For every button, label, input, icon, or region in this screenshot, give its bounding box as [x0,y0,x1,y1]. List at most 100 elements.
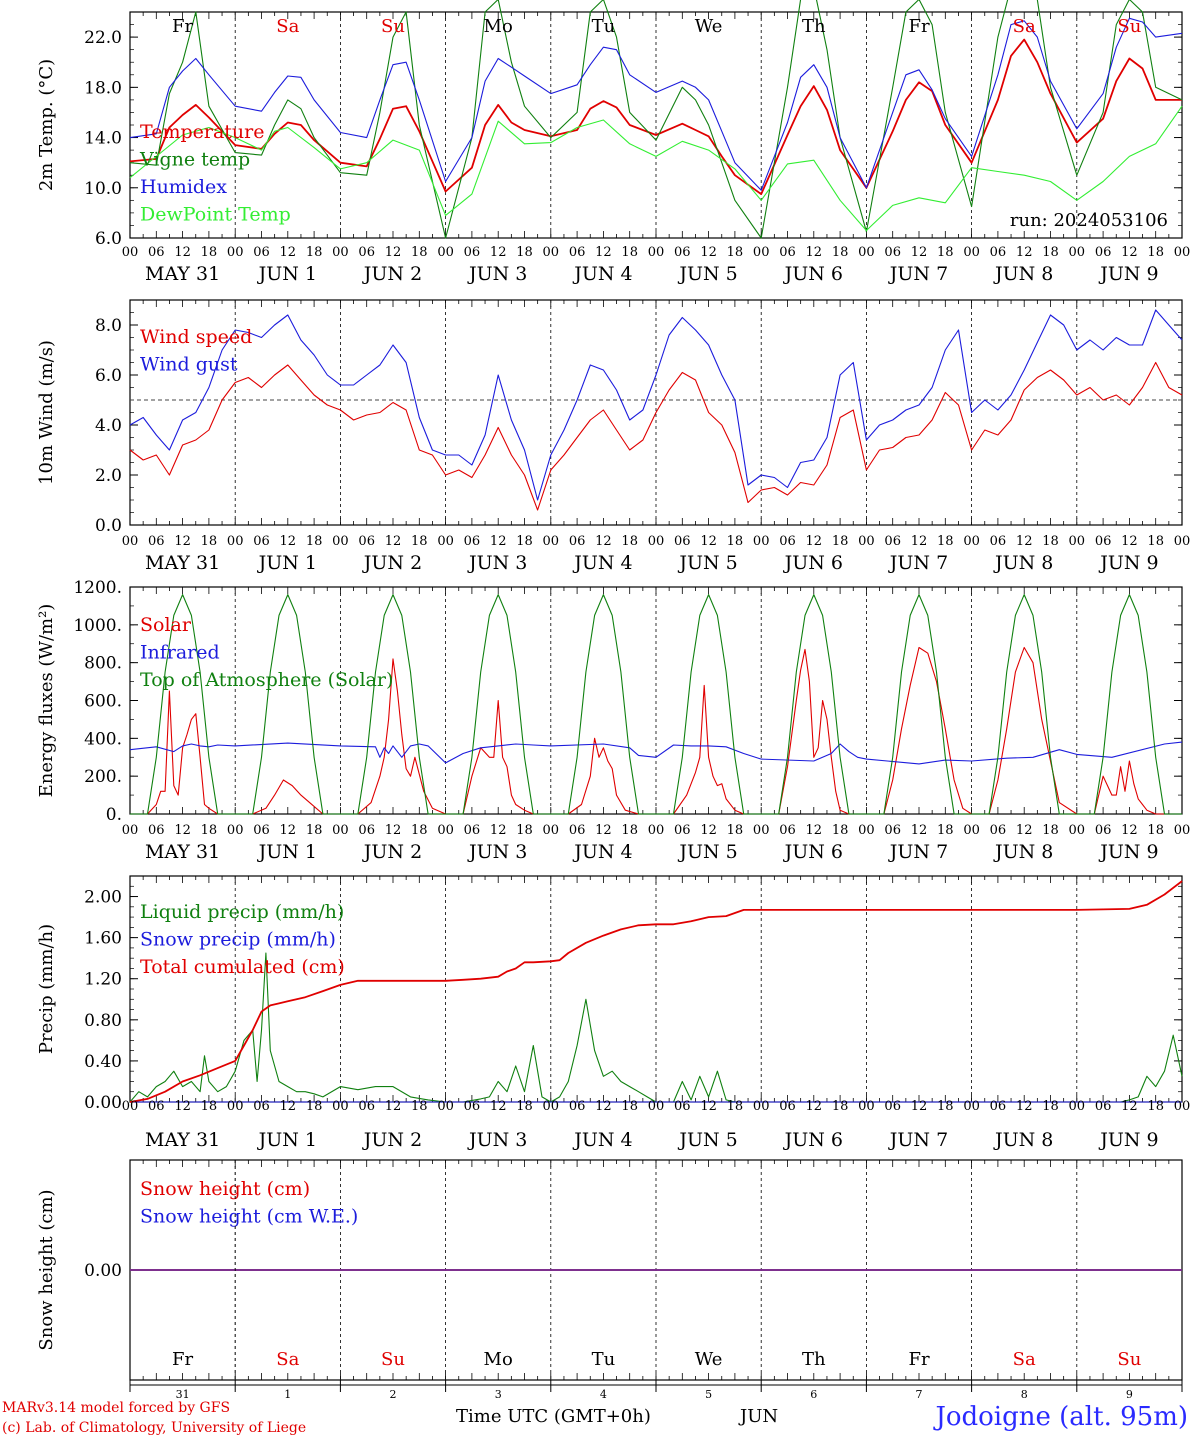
hour-tick-label: 18 [1042,534,1059,549]
hour-tick-label: 06 [358,1099,375,1114]
y-tick-label: 600. [84,692,122,712]
hour-tick-label: 06 [569,245,586,260]
hour-tick-label: 06 [148,245,165,260]
date-label: JUN 3 [467,1129,527,1151]
date-label: JUN 5 [677,1129,737,1151]
hour-tick-label: 00 [963,534,980,549]
date-label: MAY 31 [145,1129,220,1151]
y-tick-label: 4.0 [95,416,122,436]
legend-snow-height-cm-: Snow height (cm) [140,1178,310,1200]
hour-tick-label: 12 [700,1099,717,1114]
hour-tick-label: 18 [306,1099,323,1114]
legend-snow-precip-mm-h-: Snow precip (mm/h) [140,929,336,951]
hour-tick-label: 12 [1121,823,1138,838]
hour-tick-label: 00 [437,245,454,260]
hour-tick-label: 12 [174,823,191,838]
hour-tick-label: 18 [411,534,428,549]
hour-tick-label: 00 [1174,534,1191,549]
hour-tick-label: 00 [332,823,349,838]
date-label: JUN 2 [362,552,422,574]
legend-dewpoint-temp: DewPoint Temp [140,204,291,226]
day-name-top: Sa [1013,16,1036,37]
month-label: JUN [740,1406,779,1427]
hour-tick-label: 06 [358,245,375,260]
hour-tick-label: 18 [1042,1099,1059,1114]
hour-tick-label: 18 [306,245,323,260]
hour-tick-label: 06 [253,1099,270,1114]
series-line-total-cumulated-cm- [129,880,1183,1103]
hour-tick-label: 06 [253,245,270,260]
hour-tick-label: 00 [122,823,139,838]
hour-tick-label: 00 [227,823,244,838]
hour-tick-label: 00 [858,1099,875,1114]
hour-tick-label: 12 [280,534,297,549]
date-label: JUN 2 [362,841,422,863]
date-label: MAY 31 [145,263,220,285]
date-label: JUN 9 [1098,1129,1158,1151]
date-label: JUN 4 [572,552,632,574]
hour-tick-label: 12 [490,245,507,260]
legend-solar: Solar [140,614,192,636]
date-label: JUN 8 [993,552,1053,574]
y-tick-label: 0.00 [84,1093,122,1113]
date-label: JUN 3 [467,841,527,863]
hour-tick-label: 00 [543,245,560,260]
hour-tick-label: 06 [569,534,586,549]
hour-tick-label: 18 [1147,245,1164,260]
hour-tick-label: 12 [174,245,191,260]
date-label: MAY 31 [145,552,220,574]
hour-tick-label: 00 [753,823,770,838]
hour-tick-label: 12 [490,534,507,549]
hour-tick-label: 00 [648,534,665,549]
y-axis-title: Snow height (cm) [36,1189,57,1350]
hour-tick-label: 18 [727,823,744,838]
series-line-humidex [129,17,1183,191]
hour-tick-label: 00 [753,534,770,549]
hour-tick-label: 00 [1174,245,1191,260]
y-axis-title: 10m Wind (m/s) [36,340,57,485]
hour-tick-label: 00 [437,1099,454,1114]
date-label: JUN 4 [572,841,632,863]
hour-tick-label: 06 [674,1099,691,1114]
hour-tick-label: 18 [727,245,744,260]
hour-tick-label: 12 [1016,1099,1033,1114]
series-line-wind-gust [129,309,1183,501]
date-label: JUN 8 [993,841,1053,863]
hour-tick-label: 00 [122,1099,139,1114]
date-label: JUN 7 [888,552,948,574]
hour-tick-label: 18 [411,1099,428,1114]
station-name: Jodoigne (alt. 95m) [935,1402,1188,1432]
day-name-bottom: Sa [1013,1349,1036,1370]
day-name-top: Fr [908,16,929,37]
hour-tick-label: 18 [201,245,218,260]
hour-tick-label: 06 [990,1099,1007,1114]
hour-tick-label: 12 [806,245,823,260]
date-label: JUN 6 [783,841,843,863]
legend-wind-gust: Wind gust [140,354,238,376]
bottom-day-number: 8 [1021,1388,1028,1401]
hour-tick-label: 12 [911,245,928,260]
time-axis-caption: Time UTC (GMT+0h) [456,1406,651,1427]
hour-tick-label: 06 [779,534,796,549]
hour-tick-label: 00 [858,245,875,260]
hour-tick-label: 06 [884,1099,901,1114]
legend-liquid-precip-mm-h-: Liquid precip (mm/h) [140,901,344,923]
hour-tick-label: 06 [990,534,1007,549]
hour-tick-label: 12 [280,1099,297,1114]
hour-tick-label: 12 [595,1099,612,1114]
date-label: JUN 8 [993,1129,1053,1151]
date-label: JUN 3 [467,263,527,285]
hour-tick-label: 18 [411,245,428,260]
day-name-top: Tu [592,16,616,37]
y-tick-label: 6.0 [95,229,122,249]
date-label: MAY 31 [145,841,220,863]
hour-tick-label: 00 [122,534,139,549]
hour-tick-label: 00 [437,823,454,838]
legend-humidex: Humidex [140,176,227,198]
date-label: JUN 1 [257,263,317,285]
hour-tick-label: 00 [963,245,980,260]
hour-tick-label: 12 [1121,1099,1138,1114]
hour-tick-label: 12 [911,1099,928,1114]
hour-tick-label: 00 [543,534,560,549]
